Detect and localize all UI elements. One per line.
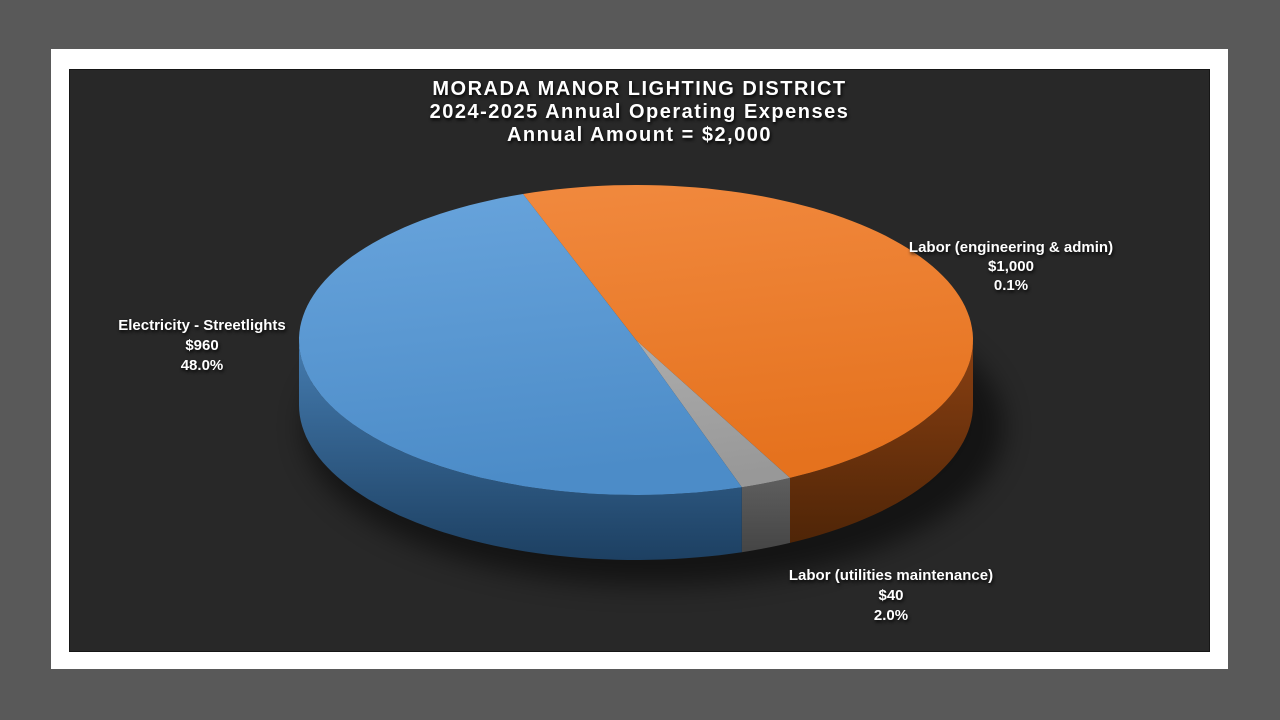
slice-label-amount: $960 [185, 337, 219, 354]
slice-label-labor-maintenance: Labor (utilities maintenance) $40 2.0% [756, 566, 1026, 626]
slice-label-amount: $40 [878, 587, 904, 604]
slice-label-percent: 2.0% [873, 607, 909, 624]
slice-label-percent: 0.1% [993, 277, 1029, 294]
title-line-3: Annual Amount = $2,000 [506, 124, 773, 146]
slice-label-labor-engineering: Labor (engineering & admin) $1,000 0.1% [906, 238, 1116, 295]
slice-label-amount: $1,000 [988, 258, 1034, 275]
slice-label-electricity: Electricity - Streetlights $960 48.0% [77, 316, 327, 376]
slice-label-percent: 48.0% [180, 357, 224, 374]
chart-title: MORADA MANOR LIGHTING DISTRICT 2024-2025… [69, 78, 1210, 147]
title-line-2: 2024-2025 Annual Operating Expenses [429, 101, 850, 123]
slice-label-text: Labor (utilities maintenance) [788, 567, 994, 584]
title-line-1: MORADA MANOR LIGHTING DISTRICT [432, 78, 847, 100]
slice-label-text: Electricity - Streetlights [118, 317, 286, 334]
slice-label-text: Labor (engineering & admin) [908, 239, 1114, 256]
